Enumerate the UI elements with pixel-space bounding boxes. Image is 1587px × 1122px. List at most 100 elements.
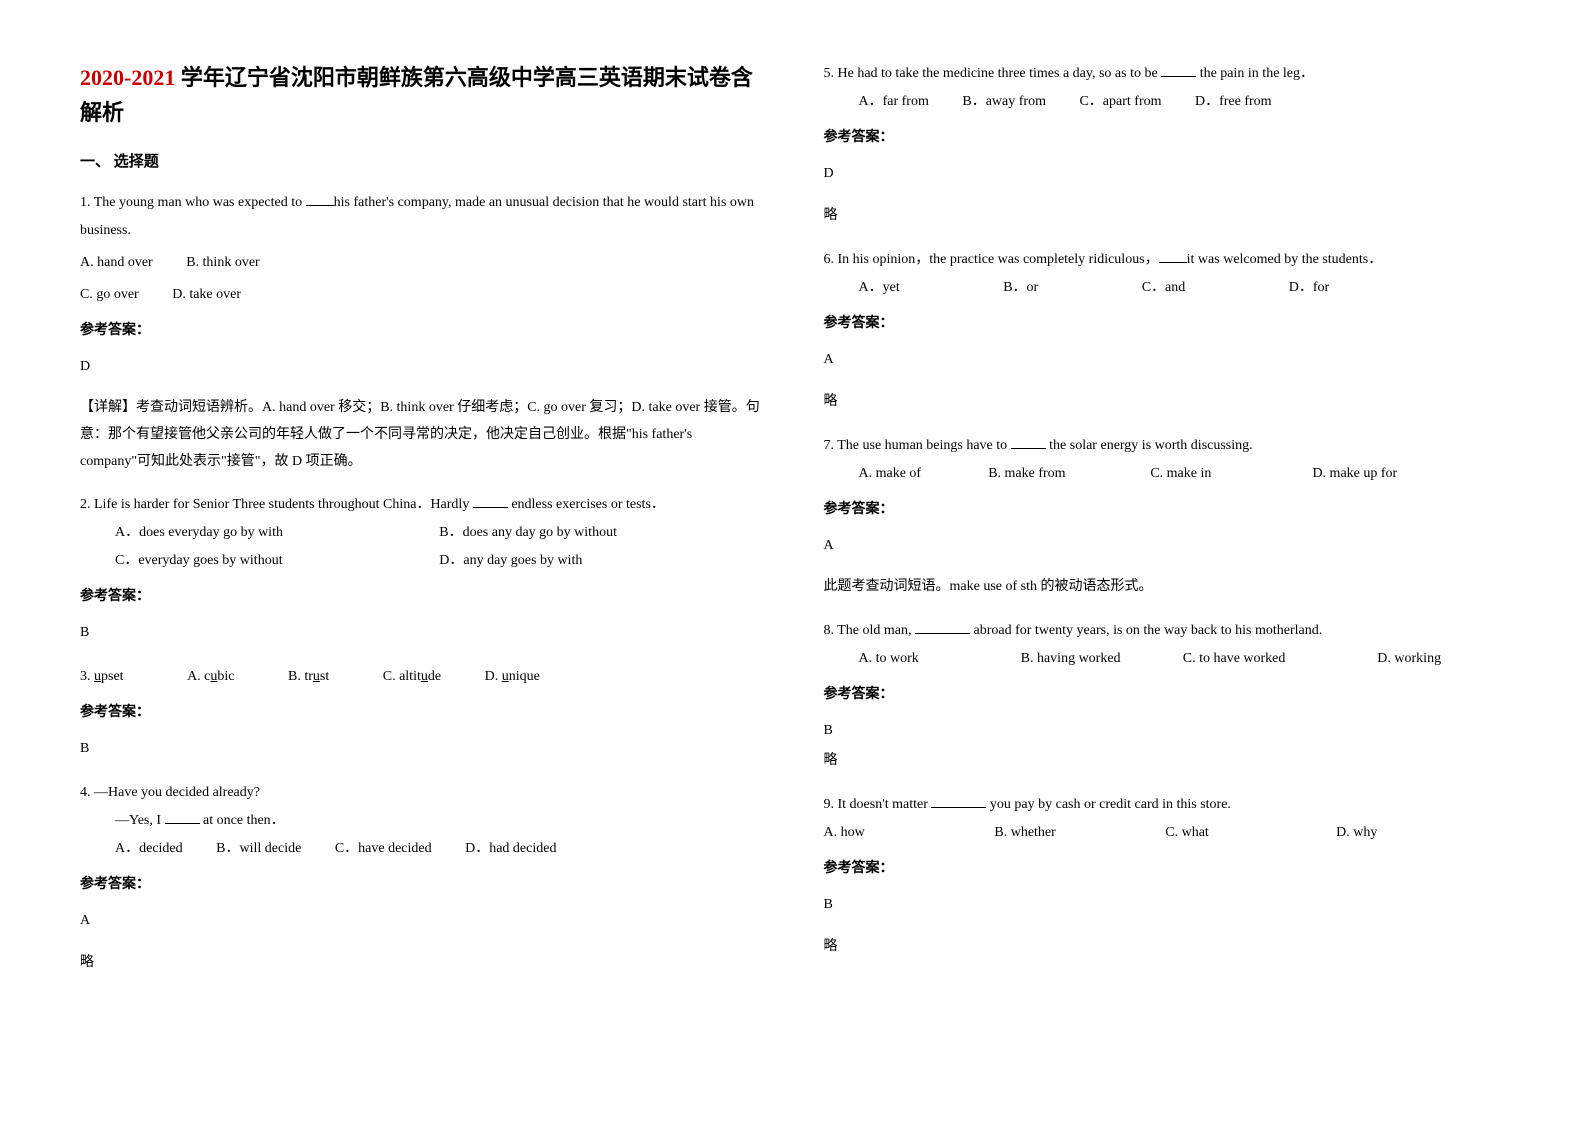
question-4: 4. —Have you decided already? —Yes, I at… bbox=[80, 779, 764, 977]
q6-optA: A．yet bbox=[859, 274, 900, 302]
title-year: 2020-2021 bbox=[80, 65, 181, 90]
q9-optB: B. whether bbox=[994, 819, 1165, 847]
section-heading: 一、 选择题 bbox=[80, 150, 764, 171]
question-2: 2. Life is harder for Senior Three stude… bbox=[80, 491, 764, 647]
q1-optC: C. go over bbox=[80, 281, 139, 309]
q3-word: pset bbox=[101, 669, 124, 684]
left-column: 2020-2021 学年辽宁省沈阳市朝鲜族第六高级中学高三英语期末试卷含解析 一… bbox=[50, 60, 794, 1082]
q5-answer: D bbox=[824, 160, 1508, 188]
q6-text-before: 6. In his opinion，the practice was compl… bbox=[824, 252, 1159, 267]
q1-text-before: 1. The young man who was expected to bbox=[80, 195, 306, 210]
blank bbox=[915, 620, 970, 634]
q8-omit: 略 bbox=[824, 747, 1508, 775]
q3-under: u bbox=[94, 669, 101, 684]
q6-omit: 略 bbox=[824, 388, 1508, 416]
q8-optD: D. working bbox=[1377, 645, 1507, 673]
question-6: 6. In his opinion，the practice was compl… bbox=[824, 246, 1508, 416]
blank bbox=[306, 192, 334, 206]
answer-label: 参考答案： bbox=[824, 124, 1508, 152]
q5-text-before: 5. He had to take the medicine three tim… bbox=[824, 66, 1162, 81]
q6-optD: D．for bbox=[1289, 274, 1329, 302]
q9-optD: D. why bbox=[1336, 819, 1507, 847]
q7-text-after: the solar energy is worth discussing. bbox=[1046, 438, 1253, 453]
q4-optA: A．decided bbox=[115, 835, 183, 863]
blank bbox=[1159, 249, 1187, 263]
blank bbox=[165, 810, 200, 824]
q5-optB: B．away from bbox=[962, 88, 1046, 116]
blank bbox=[931, 794, 986, 808]
q3-optB: B. trust bbox=[288, 669, 329, 684]
question-8: 8. The old man, abroad for twenty years,… bbox=[824, 617, 1508, 775]
q9-omit: 略 bbox=[824, 933, 1508, 961]
answer-label: 参考答案： bbox=[80, 699, 764, 727]
q7-optD: D. make up for bbox=[1312, 460, 1474, 488]
q5-optA: A．far from bbox=[859, 88, 929, 116]
q8-optA: A. to work bbox=[859, 645, 1021, 673]
q8-optB: B. having worked bbox=[1021, 645, 1183, 673]
q8-optC: C. to have worked bbox=[1183, 645, 1378, 673]
q2-text-after: endless exercises or tests． bbox=[508, 497, 665, 512]
q2-optD: D．any day goes by with bbox=[439, 547, 763, 575]
q3-answer: B bbox=[80, 735, 764, 763]
q6-text-after: it was welcomed by the students． bbox=[1187, 252, 1383, 267]
answer-label: 参考答案： bbox=[824, 681, 1508, 709]
q8-text-after: abroad for twenty years, is on the way b… bbox=[970, 623, 1322, 638]
q5-text-after: the pain in the leg． bbox=[1196, 66, 1314, 81]
question-5: 5. He had to take the medicine three tim… bbox=[824, 60, 1508, 230]
q2-answer: B bbox=[80, 619, 764, 647]
title-main: 学年辽宁省沈阳市朝鲜族第六高级中学高三英语期末试卷含解析 bbox=[80, 65, 753, 125]
q7-answer: A bbox=[824, 532, 1508, 560]
answer-label: 参考答案： bbox=[80, 871, 764, 899]
q1-optD: D. take over bbox=[172, 281, 241, 309]
answer-label: 参考答案： bbox=[80, 317, 764, 345]
question-7: 7. The use human beings have to the sola… bbox=[824, 432, 1508, 601]
q6-optC: C．and bbox=[1142, 274, 1186, 302]
q4-optB: B．will decide bbox=[216, 835, 301, 863]
q5-omit: 略 bbox=[824, 202, 1508, 230]
q1-optB: B. think over bbox=[186, 249, 260, 277]
q7-optB: B. make from bbox=[988, 460, 1150, 488]
q9-text-before: 9. It doesn't matter bbox=[824, 797, 932, 812]
q7-explain: 此题考查动词短语。make use of sth 的被动语态形式。 bbox=[824, 574, 1508, 601]
q3-num: 3. bbox=[80, 669, 94, 684]
question-9: 9. It doesn't matter you pay by cash or … bbox=[824, 791, 1508, 961]
q3-optA: A. cubic bbox=[187, 669, 234, 684]
q7-optA: A. make of bbox=[859, 460, 989, 488]
right-column: 5. He had to take the medicine three tim… bbox=[794, 60, 1538, 1082]
q1-explain: 【详解】考查动词短语辨析。A. hand over 移交；B. think ov… bbox=[80, 395, 764, 475]
q4-line2-after: at once then． bbox=[200, 813, 285, 828]
blank bbox=[473, 494, 508, 508]
answer-label: 参考答案： bbox=[824, 310, 1508, 338]
blank bbox=[1011, 435, 1046, 449]
q5-optD: D．free from bbox=[1195, 88, 1272, 116]
q3-optD: D. unique bbox=[485, 669, 540, 684]
q6-optB: B．or bbox=[1003, 274, 1038, 302]
q9-answer: B bbox=[824, 891, 1508, 919]
q4-line2-before: —Yes, I bbox=[115, 813, 165, 828]
q2-text-before: 2. Life is harder for Senior Three stude… bbox=[80, 497, 473, 512]
q5-optC: C．apart from bbox=[1079, 88, 1161, 116]
q4-optC: C．have decided bbox=[335, 835, 432, 863]
q7-text-before: 7. The use human beings have to bbox=[824, 438, 1011, 453]
answer-label: 参考答案： bbox=[824, 496, 1508, 524]
answer-label: 参考答案： bbox=[80, 583, 764, 611]
page-title: 2020-2021 学年辽宁省沈阳市朝鲜族第六高级中学高三英语期末试卷含解析 bbox=[80, 60, 764, 130]
q1-answer: D bbox=[80, 353, 764, 381]
q9-optA: A. how bbox=[824, 819, 995, 847]
answer-label: 参考答案： bbox=[824, 855, 1508, 883]
q4-answer: A bbox=[80, 907, 764, 935]
q3-optC: C. altitude bbox=[383, 669, 441, 684]
q7-optC: C. make in bbox=[1150, 460, 1312, 488]
q9-optC: C. what bbox=[1165, 819, 1336, 847]
q8-text-before: 8. The old man, bbox=[824, 623, 916, 638]
q9-text-after: you pay by cash or credit card in this s… bbox=[986, 797, 1231, 812]
q4-omit: 略 bbox=[80, 949, 764, 977]
q2-optA: A．does everyday go by with bbox=[115, 519, 439, 547]
q8-answer: B bbox=[824, 717, 1508, 745]
q4-line1: 4. —Have you decided already? bbox=[80, 785, 260, 800]
q1-optA: A. hand over bbox=[80, 249, 153, 277]
q6-answer: A bbox=[824, 346, 1508, 374]
blank bbox=[1161, 63, 1196, 77]
q4-optD: D．had decided bbox=[465, 835, 556, 863]
question-3: 3. upset A. cubic B. trust C. altitude D… bbox=[80, 663, 764, 763]
